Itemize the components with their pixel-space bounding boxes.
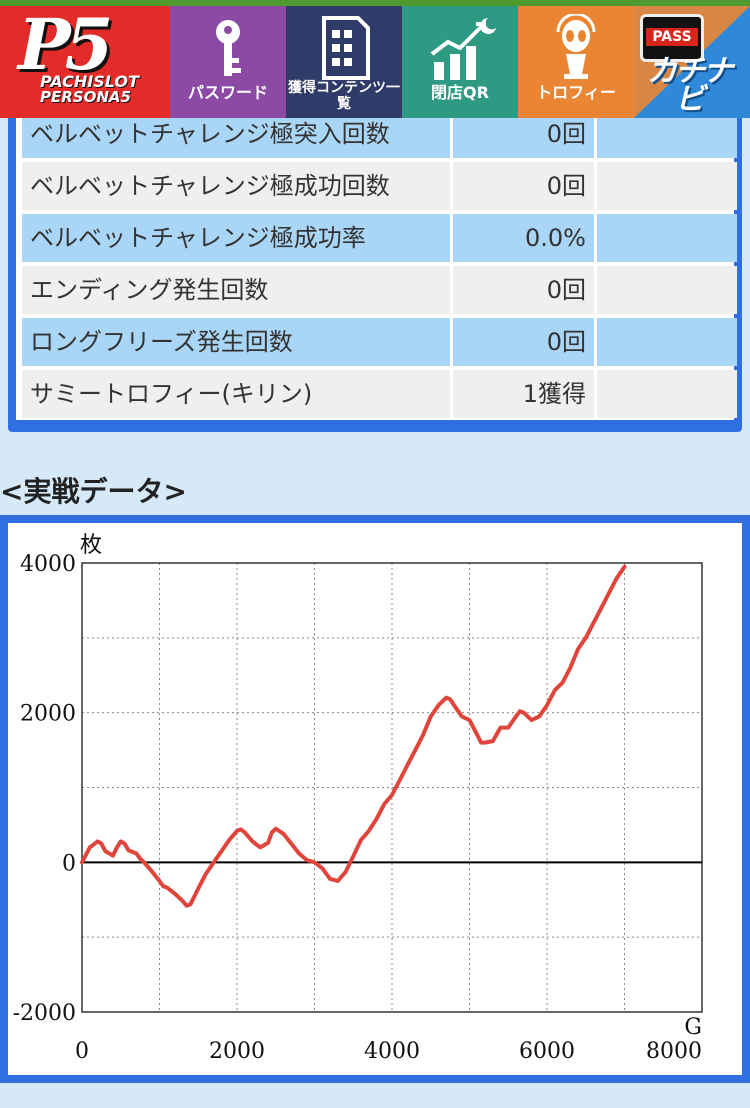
stat-extra-cell: [597, 370, 737, 418]
app-header: P5 PACHISLOT PERSONA5 パスワード 獲得コンテンツ一覧: [0, 0, 750, 118]
x-tick-label: 8000: [646, 1039, 702, 1064]
pass-badge-text: PASS: [646, 28, 698, 46]
y-tick-label: 4000: [20, 552, 76, 577]
stat-value: 0回: [453, 110, 594, 158]
stat-value: 0回: [453, 318, 594, 366]
nav-contents-label: 獲得コンテンツ一覧: [288, 80, 400, 112]
table-row: ベルベットチャレンジ極突入回数 0回: [16, 108, 737, 160]
chart-area: 4000 2000 0 -2000 0 2000 4000 6000 8000 枚 G: [8, 523, 742, 1075]
table-row: ベルベットチャレンジ極成功回数 0回: [16, 160, 737, 212]
table-row: サミートロフィー(キリン) 1獲得: [16, 368, 737, 420]
plot-frame: [81, 562, 703, 1013]
stat-name: ベルベットチャレンジ極突入回数: [22, 110, 450, 158]
stat-name: ロングフリーズ発生回数: [22, 318, 450, 366]
growth-chart-moon-icon: [402, 14, 518, 84]
stat-extra-cell: [597, 214, 737, 262]
stats-panel: ベルベットチャレンジ極突入回数 0回 ベルベットチャレンジ極成功回数 0回 ベル…: [8, 100, 742, 432]
header-top-bar: [0, 0, 750, 6]
x-tick-label: 6000: [519, 1039, 575, 1064]
stats-table: ベルベットチャレンジ極突入回数 0回 ベルベットチャレンジ極成功回数 0回 ベル…: [16, 100, 737, 420]
table-row: ロングフリーズ発生回数 0回: [16, 316, 737, 368]
stat-extra-cell: [597, 318, 737, 366]
logo-mark: P5: [18, 6, 113, 86]
nav-trophy-button[interactable]: トロフィー: [518, 6, 634, 118]
y-tick-label: 0: [62, 851, 76, 876]
logo-line-2: PERSONA5: [40, 88, 131, 106]
stat-extra-cell: [597, 266, 737, 314]
x-tick-label: 0: [75, 1039, 89, 1064]
key-icon: [170, 14, 286, 84]
series-line: [80, 564, 627, 908]
nav-closing-qr-label: 閉店QR: [431, 83, 489, 102]
stat-value: 0回: [453, 266, 594, 314]
stat-name: サミートロフィー(キリン): [22, 370, 450, 418]
page-bottom-strip: [0, 1083, 750, 1108]
nav-password-button[interactable]: パスワード: [170, 6, 286, 118]
x-tick-label: 2000: [209, 1039, 265, 1064]
stat-name: エンディング発生回数: [22, 266, 450, 314]
x-axis-label: G: [684, 1015, 702, 1040]
kachinavi-label: カチナビ: [647, 54, 733, 117]
y-tick-label: 2000: [20, 702, 76, 727]
x-tick-label: 4000: [364, 1039, 420, 1064]
table-row: ベルベットチャレンジ極成功率 0.0%: [16, 212, 737, 264]
pachislot-persona5-logo[interactable]: P5 PACHISLOT PERSONA5: [0, 6, 170, 118]
nav-kachinavi-button[interactable]: PASS カチナビ: [634, 6, 750, 118]
document-icon: [286, 14, 402, 84]
nav-password-label: パスワード: [187, 83, 268, 102]
stat-name: ベルベットチャレンジ極成功率: [22, 214, 450, 262]
stat-extra-cell: [597, 162, 737, 210]
y-axis-label: 枚: [80, 533, 102, 558]
chart-grid: [82, 563, 702, 1012]
chart-panel: 4000 2000 0 -2000 0 2000 4000 6000 8000 枚 G: [0, 515, 750, 1083]
trophy-character-icon: [518, 12, 634, 84]
pass-badge-icon: PASS: [640, 14, 704, 62]
stat-value: 0.0%: [453, 214, 594, 262]
nav-trophy-label: トロフィー: [536, 83, 616, 102]
section-title: <実戦データ>: [0, 475, 187, 508]
nav-contents-button[interactable]: 獲得コンテンツ一覧: [286, 6, 402, 118]
logo-line-1: PACHISLOT: [40, 72, 139, 91]
stat-name: ベルベットチャレンジ極成功回数: [22, 162, 450, 210]
y-tick-label: -2000: [13, 1001, 76, 1026]
chart-ticks: 4000 2000 0 -2000 0 2000 4000 6000 8000: [13, 552, 702, 1064]
nav-closing-qr-button[interactable]: 閉店QR: [402, 6, 518, 118]
stat-value: 1獲得: [453, 370, 594, 418]
stat-extra-cell: [597, 110, 737, 158]
stat-value: 0回: [453, 162, 594, 210]
table-row: エンディング発生回数 0回: [16, 264, 737, 316]
